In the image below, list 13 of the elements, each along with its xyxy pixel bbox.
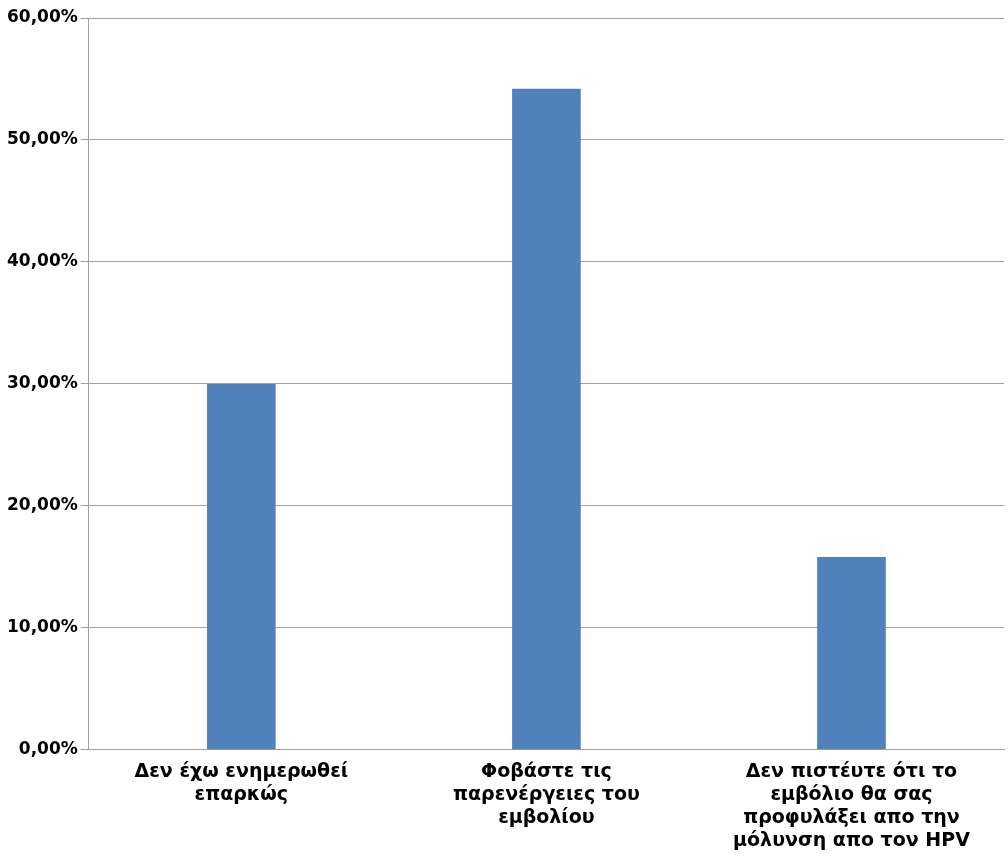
y-tick-label: 20,00% [6, 494, 78, 515]
y-tick-label: 30,00% [6, 372, 78, 393]
y-tick-label: 40,00% [6, 250, 78, 271]
y-tick-label: 0,00% [18, 738, 78, 759]
bar [207, 383, 276, 750]
x-tick-label: Δεν έχω ενημερωθεί επαρκώς [134, 759, 349, 804]
x-tick-label: Δεν πιστέυτε ότι το εμβόλιο θα σας προφυλάξει απο την μόλυνση απο τον HPV [733, 759, 971, 850]
y-tick-label: 60,00% [6, 6, 78, 27]
bar [817, 557, 886, 750]
bar [512, 88, 581, 750]
x-tick-label: Φοβάστε τις παρενέργειες του εμβολίου [453, 759, 640, 827]
y-tick-label: 10,00% [6, 616, 78, 637]
y-tick-label: 50,00% [6, 128, 78, 149]
